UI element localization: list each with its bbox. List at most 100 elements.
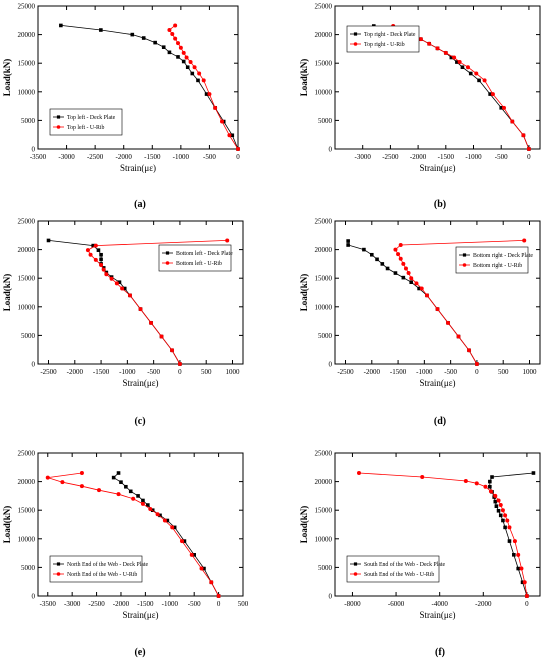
data-point — [138, 307, 143, 312]
data-point — [375, 257, 379, 262]
x-tick-label: 0 — [475, 368, 479, 376]
y-tick-label: 15000 — [315, 275, 333, 283]
data-point — [192, 65, 197, 70]
x-tick-label: 500 — [201, 368, 212, 376]
data-point — [401, 261, 406, 266]
data-point — [494, 504, 499, 508]
data-point — [213, 105, 218, 110]
data-point — [136, 494, 140, 498]
data-point — [505, 518, 510, 523]
legend-entry: Top right - U-Rib — [364, 42, 405, 48]
data-point — [190, 71, 195, 76]
data-point — [122, 286, 127, 291]
x-tick-label: -3000 — [355, 153, 372, 161]
y-axis-label: Load(kN) — [2, 59, 12, 97]
data-point — [60, 480, 65, 485]
data-point — [435, 46, 440, 51]
data-point — [117, 280, 122, 285]
legend-box — [49, 108, 123, 136]
data-point — [496, 508, 501, 513]
legend-marker — [56, 562, 61, 566]
data-point — [380, 262, 385, 266]
y-tick-label: 10000 — [315, 535, 333, 543]
data-point — [170, 348, 175, 353]
y-tick-label: 10000 — [315, 303, 333, 311]
x-tick-label: -2500 — [40, 368, 57, 376]
data-point — [91, 243, 95, 248]
data-point — [490, 92, 495, 97]
legend-entry: Top left - Deck Plate — [67, 114, 116, 121]
data-point — [141, 498, 145, 503]
data-point — [456, 334, 461, 339]
x-tick-label: -2500 — [87, 153, 104, 161]
data-point — [500, 508, 505, 513]
legend-marker — [353, 562, 358, 566]
data-point — [531, 471, 536, 475]
data-point — [452, 55, 457, 60]
y-tick-label: 25000 — [18, 450, 36, 458]
data-point — [501, 518, 505, 523]
x-tick-label: -500 — [203, 153, 216, 161]
data-point — [498, 513, 503, 518]
data-point — [173, 36, 178, 41]
data-point — [149, 320, 154, 325]
data-point — [189, 552, 194, 557]
data-point — [162, 518, 167, 523]
data-point — [227, 133, 232, 138]
x-tick-label: -1000 — [162, 600, 179, 608]
data-point — [120, 286, 125, 291]
data-point — [146, 503, 150, 507]
chart-panel-6: 0 5000 10000 15000 20000 25000 -8000 -6000 -4000… — [299, 450, 541, 658]
data-point — [99, 263, 104, 268]
data-point — [498, 503, 503, 508]
data-point — [420, 475, 425, 480]
data-point — [178, 45, 183, 50]
data-point — [220, 119, 224, 124]
data-point — [385, 266, 390, 271]
x-tick-label: 0 — [525, 600, 529, 608]
legend-entry: South End of the Web - Deck Plate — [364, 561, 445, 568]
data-point — [468, 71, 473, 76]
data-point — [177, 362, 182, 366]
data-point — [488, 484, 492, 489]
data-point — [131, 496, 136, 501]
data-point — [443, 50, 448, 55]
legend-box — [455, 246, 529, 274]
data-point — [467, 348, 472, 353]
data-point — [490, 475, 494, 479]
y-tick-label: 5000 — [318, 332, 333, 340]
data-point — [130, 32, 135, 37]
x-tick-label: 0 — [217, 600, 221, 608]
data-point — [507, 525, 512, 530]
x-axis-label: Strain(με) — [419, 378, 455, 388]
series-2 — [167, 23, 240, 151]
data-point — [173, 23, 178, 28]
data-point — [45, 475, 50, 480]
x-tick-label: -500 — [147, 368, 160, 376]
x-tick-label: 1000 — [225, 368, 240, 376]
legend-marker — [165, 261, 170, 265]
data-point — [512, 539, 517, 544]
data-point — [99, 257, 103, 262]
data-point — [188, 60, 193, 65]
x-tick-label: -2000 — [475, 600, 492, 608]
data-point — [512, 553, 516, 557]
y-tick-label: 5000 — [21, 117, 36, 125]
data-point — [477, 78, 481, 83]
plot-frame — [37, 220, 244, 365]
legend-entry: Bottom right - Deck Plate — [473, 253, 533, 259]
legend: Top right - Deck Plate Top right - U-Rib — [346, 25, 420, 53]
chart-panel-1: 0 5000 10000 15000 20000 25000 -3500 -3000 -2500… — [2, 3, 240, 211]
data-point — [465, 65, 470, 70]
data-point — [520, 580, 525, 585]
data-point — [236, 147, 240, 151]
panel-label: (f) — [435, 647, 445, 658]
data-point — [93, 243, 98, 248]
data-point — [124, 484, 128, 489]
y-tick-label: 20000 — [315, 31, 333, 39]
data-point — [170, 525, 175, 530]
y-tick-label: 0 — [329, 146, 333, 154]
legend-box — [346, 25, 420, 53]
